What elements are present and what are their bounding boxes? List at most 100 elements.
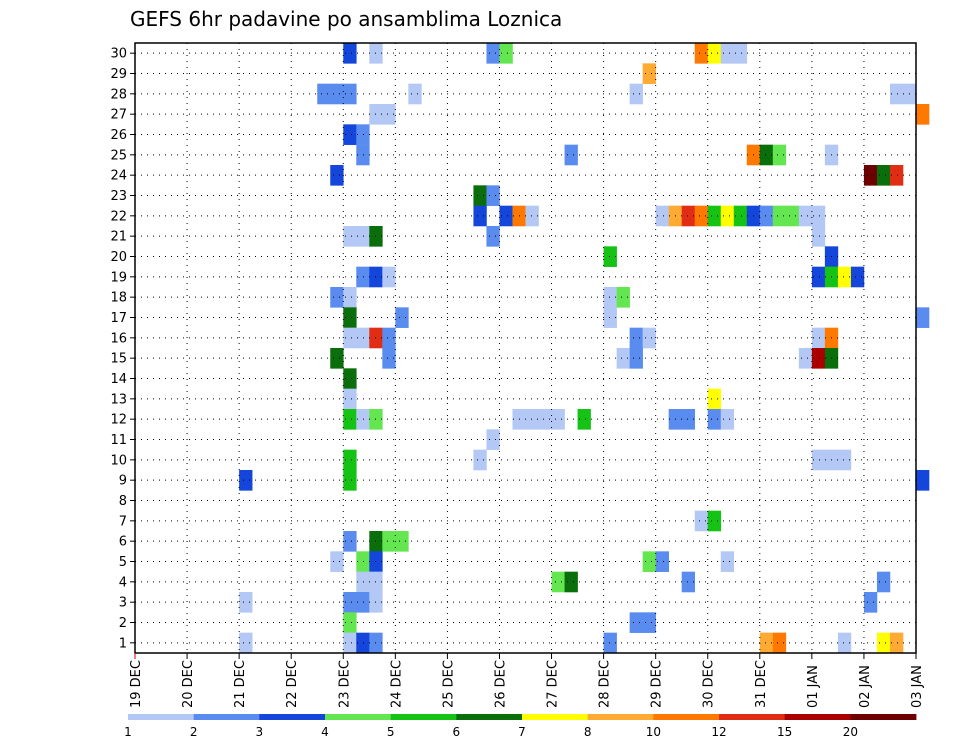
- x-tick-label: 23 DEC: [337, 660, 352, 708]
- legend-swatch: [719, 714, 786, 720]
- heatmap-cell: [408, 83, 422, 105]
- x-axis: 19 DEC 20 DEC 21 DEC 22 DEC 23 DEC 24 DEC 25 D…: [129, 653, 925, 708]
- heatmap-cell: [356, 144, 370, 166]
- heatmap-cell: [642, 63, 656, 84]
- y-tick-label: 10: [110, 453, 127, 468]
- heatmap-cell: [863, 165, 878, 186]
- y-tick-label: 23: [110, 189, 127, 204]
- legend-label: 7: [518, 725, 526, 739]
- heatmap-cell: [876, 165, 891, 186]
- y-tick-label: 27: [110, 108, 127, 123]
- heatmap-cell: [499, 205, 513, 227]
- legend-label: 6: [453, 725, 461, 739]
- legend-swatch: [784, 714, 851, 720]
- legend-swatch: [390, 714, 457, 720]
- plot-frame: [134, 42, 917, 654]
- grid-lines: [135, 43, 916, 653]
- heatmap-cell: [343, 612, 357, 633]
- y-tick-label: 1: [119, 636, 127, 651]
- legend-swatch: [456, 714, 523, 720]
- x-tick-label: 21 DEC: [233, 660, 248, 708]
- heatmap-cell: [798, 205, 813, 227]
- heatmap-cell: [785, 205, 800, 227]
- heatmap-cell: [486, 185, 500, 206]
- heatmap-cell: [655, 551, 669, 572]
- x-tick-label: 26 DEC: [493, 660, 508, 708]
- heatmap-cell: [499, 43, 513, 64]
- heatmap-cell: [811, 327, 826, 349]
- heatmap-cell: [655, 205, 669, 227]
- heatmap-cell: [772, 632, 787, 654]
- heatmap-cell: [642, 612, 656, 633]
- legend-label: 12: [711, 725, 726, 739]
- legend-swatch: [193, 714, 260, 720]
- y-tick-label: 18: [110, 291, 127, 306]
- y-tick-label: 26: [110, 128, 127, 143]
- x-tick-label: 30 DEC: [702, 660, 717, 708]
- y-tick-label: 5: [119, 555, 127, 570]
- heatmap-cell: [473, 449, 487, 471]
- heatmap-cell: [642, 551, 656, 572]
- heatmap-cell: [473, 205, 487, 227]
- heatmap-cell: [343, 368, 357, 389]
- legend-swatch: [128, 714, 195, 720]
- y-tick-label: 15: [110, 352, 127, 367]
- heatmap-cell: [486, 226, 500, 247]
- heatmap-cell: [876, 571, 891, 593]
- heatmap-cell: [603, 287, 617, 308]
- heatmap-cell: [681, 571, 696, 593]
- y-tick-label: 21: [110, 230, 127, 245]
- y-tick-label: 19: [110, 270, 127, 285]
- heatmap-cell: [564, 571, 578, 593]
- heatmap-cell: [538, 409, 552, 430]
- y-tick-label: 3: [119, 596, 127, 611]
- heatmap-cell: [889, 165, 904, 186]
- x-tick-label: 27 DEC: [546, 660, 561, 708]
- heatmap-cell: [330, 287, 344, 308]
- heatmap-cell: [811, 348, 826, 369]
- heatmap-cell: [382, 531, 396, 552]
- legend-label: 15: [777, 725, 792, 739]
- legend-label: 2: [190, 725, 198, 739]
- heatmap-cell: [759, 144, 774, 166]
- heatmap-cell: [720, 43, 735, 64]
- y-tick-label: 16: [110, 331, 127, 346]
- heatmap-cell: [356, 592, 370, 613]
- y-tick-label: 25: [110, 148, 127, 163]
- heatmap-cell: [811, 226, 826, 247]
- legend-swatch: [653, 714, 720, 720]
- heatmap-cell: [330, 165, 344, 186]
- heatmap-cell: [564, 144, 578, 166]
- y-tick-label: 12: [110, 413, 127, 428]
- heatmap-cell: [876, 632, 891, 654]
- heatmap-cell: [395, 531, 409, 552]
- heatmap-cell: [343, 592, 357, 613]
- y-tick-label: 22: [110, 209, 127, 224]
- heatmap-cell: [239, 632, 253, 654]
- heatmap-cell: [343, 124, 357, 145]
- heatmap-cell: [330, 348, 344, 369]
- heatmap-cell: [733, 43, 748, 64]
- y-tick-label: 14: [110, 372, 127, 387]
- x-tick-label: 25 DEC: [441, 660, 456, 708]
- y-tick-label: 8: [119, 494, 127, 509]
- heatmap-cell: [343, 449, 357, 471]
- y-tick-label: 28: [110, 87, 127, 102]
- heatmap-cell: [707, 388, 722, 410]
- heatmap-cell: [694, 205, 709, 227]
- heatmap-cell: [629, 327, 643, 349]
- heatmap-cell: [343, 327, 357, 349]
- heatmap-cell: [330, 83, 344, 105]
- heatmap-cell: [343, 470, 357, 491]
- y-tick-label: 20: [110, 250, 127, 265]
- heatmap-cell: [343, 409, 357, 430]
- legend-label: 3: [256, 725, 264, 739]
- heatmap-cell: [486, 429, 500, 450]
- heatmap-cell: [629, 83, 643, 105]
- heatmap-cell: [642, 327, 656, 349]
- color-legend: 1 2 3 4 5 6 7 8 10 12 15 20: [124, 714, 917, 739]
- heatmap-cells: [239, 43, 930, 654]
- heatmap-cell: [720, 409, 735, 430]
- heatmap-cell: [551, 409, 565, 430]
- heatmap-cell: [681, 409, 696, 430]
